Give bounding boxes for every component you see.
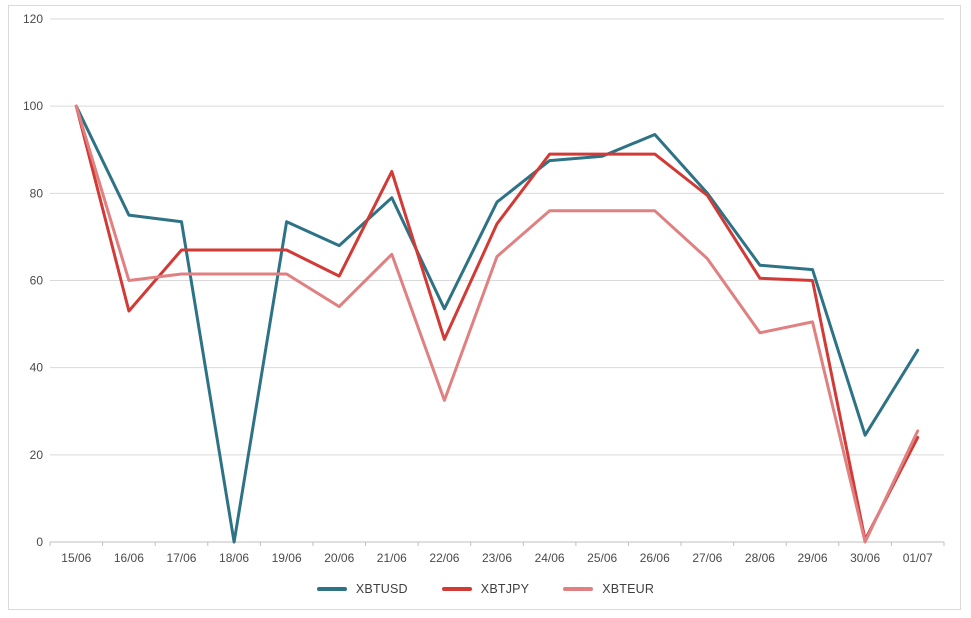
series-line-xbteur: [74, 104, 920, 544]
x-axis-tick-label: 24/06: [535, 551, 565, 565]
x-axis-tick-label: 20/06: [324, 551, 354, 565]
y-axis-tick-label: 100: [23, 99, 43, 113]
y-axis-tick-label: 80: [30, 186, 44, 200]
y-axis-tick-label: 120: [23, 12, 43, 26]
x-axis-tick-label: 25/06: [587, 551, 617, 565]
series-line-xbtusd: [74, 104, 920, 544]
x-axis-tick-label: 21/06: [377, 551, 407, 565]
y-axis-tick-label: 40: [30, 361, 44, 375]
y-axis-tick-label: 0: [36, 535, 43, 549]
x-axis-tick-label: 01/07: [903, 551, 933, 565]
x-axis-tick-label: 26/06: [640, 551, 670, 565]
x-axis-tick-label: 19/06: [272, 551, 302, 565]
x-axis-tick-label: 22/06: [429, 551, 459, 565]
x-axis-tick-label: 16/06: [114, 551, 144, 565]
y-axis-tick-label: 20: [30, 448, 44, 462]
x-axis-tick-label: 29/06: [798, 551, 828, 565]
legend-swatch-xbteur-icon: [563, 587, 594, 591]
chart-legend: XBTUSD XBTJPY XBTEUR: [0, 578, 971, 600]
x-axis-tick-label: 18/06: [219, 551, 249, 565]
legend-item-xbtjpy: XBTJPY: [441, 582, 530, 596]
x-axis-tick-label: 17/06: [166, 551, 196, 565]
x-axis-tick-label: 27/06: [692, 551, 722, 565]
legend-item-xbteur: XBTEUR: [563, 582, 654, 596]
x-axis-tick-label: 23/06: [482, 551, 512, 565]
legend-item-xbtusd: XBTUSD: [316, 582, 408, 596]
legend-label-xbtjpy: XBTJPY: [480, 582, 530, 596]
x-axis-tick-label: 15/06: [61, 551, 91, 565]
series-line-xbtjpy: [74, 104, 920, 542]
legend-swatch-xbtjpy-icon: [441, 587, 472, 591]
y-axis-tick-label: 60: [30, 274, 44, 288]
legend-label-xbteur: XBTEUR: [602, 582, 655, 596]
x-axis-tick-label: 30/06: [850, 551, 880, 565]
x-axis-tick-label: 28/06: [745, 551, 775, 565]
legend-label-xbtusd: XBTUSD: [355, 582, 408, 596]
legend-swatch-xbtusd-icon: [316, 587, 347, 591]
